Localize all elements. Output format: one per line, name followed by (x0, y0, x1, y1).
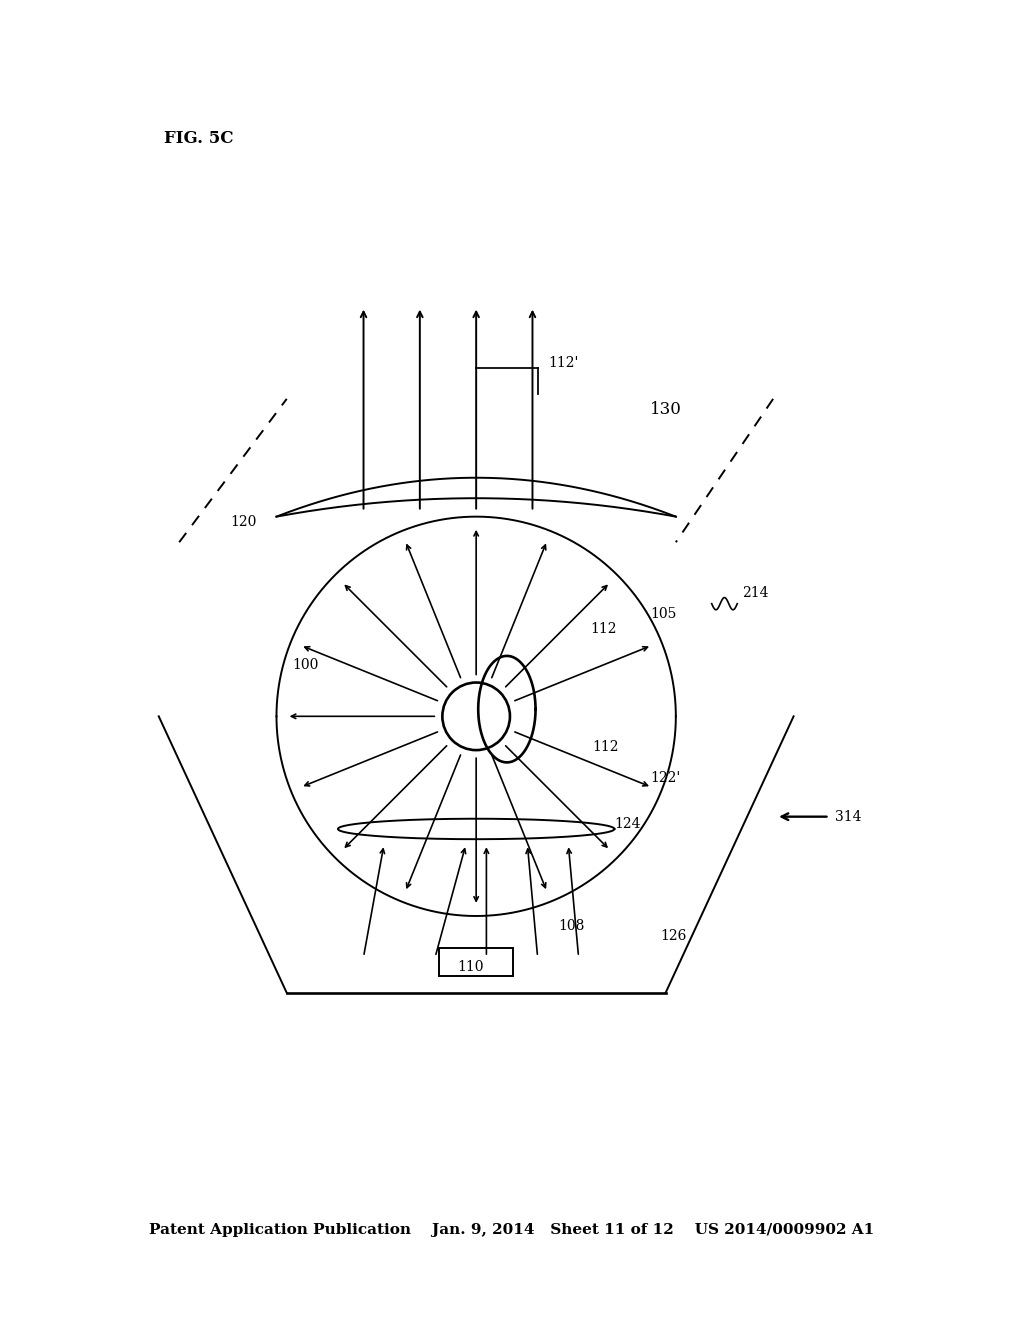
Text: 112: 112 (590, 622, 616, 636)
Text: 120: 120 (230, 515, 257, 529)
Text: 214: 214 (742, 586, 769, 601)
Text: 105: 105 (650, 607, 677, 620)
Text: 110: 110 (458, 960, 484, 974)
Text: 112': 112' (548, 356, 579, 370)
Text: Patent Application Publication    Jan. 9, 2014   Sheet 11 of 12    US 2014/00099: Patent Application Publication Jan. 9, 2… (150, 1224, 874, 1237)
Text: 130: 130 (650, 401, 682, 417)
Text: 126: 126 (660, 929, 687, 944)
Bar (439, 948, 513, 977)
Text: 108: 108 (558, 919, 585, 933)
Text: FIG. 5C: FIG. 5C (164, 131, 233, 147)
Text: 122': 122' (650, 771, 681, 785)
Text: 314: 314 (835, 809, 861, 824)
Text: 124: 124 (614, 817, 641, 830)
Text: 112: 112 (592, 741, 618, 754)
Text: 100: 100 (292, 659, 318, 672)
